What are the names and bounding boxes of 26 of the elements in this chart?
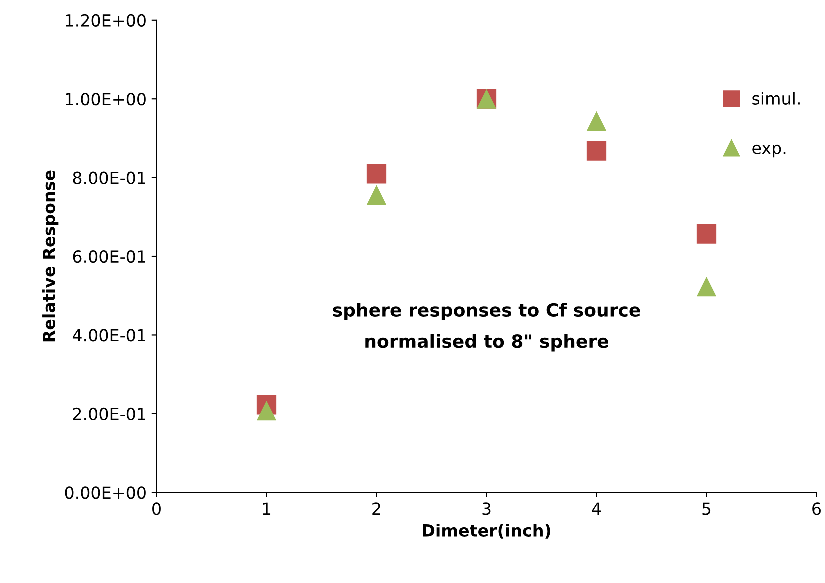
y-tick-label: 8.00E-01 xyxy=(73,172,146,184)
point xyxy=(256,400,277,421)
point xyxy=(366,185,387,205)
point xyxy=(586,111,607,131)
y-tick-label: 6.00E-01 xyxy=(73,250,146,264)
legend-label: simul. xyxy=(752,92,800,105)
x-tick-label: 0 xyxy=(152,502,161,516)
x-tick-label: 2 xyxy=(372,502,380,516)
y-tick-label: 4.00E-01 xyxy=(72,329,146,342)
x-tick-label: 5 xyxy=(702,502,711,516)
x-tick-label: 3 xyxy=(482,502,491,516)
x-axis-title: Dimeter(inch) xyxy=(423,524,550,539)
x-tick-label: 1 xyxy=(263,502,271,516)
point xyxy=(696,277,717,297)
x-tick-label: 4 xyxy=(592,502,602,516)
point xyxy=(696,224,717,244)
legend-label: exp. xyxy=(752,144,786,158)
y-tick-label: 1.00E+00 xyxy=(66,93,146,106)
x-tick-label: 6 xyxy=(812,502,822,516)
annotation: sphere responses to Cf source normalised to 8" sphere xyxy=(333,303,640,352)
point xyxy=(586,141,607,161)
y-tick-label: 1.20E+00 xyxy=(66,14,146,27)
y-tick-label: 2.00E-01 xyxy=(73,408,146,420)
y-axis-title: Relative Response xyxy=(42,170,59,342)
point xyxy=(366,164,387,184)
y-tick-label: 0.00E+00 xyxy=(65,486,146,500)
